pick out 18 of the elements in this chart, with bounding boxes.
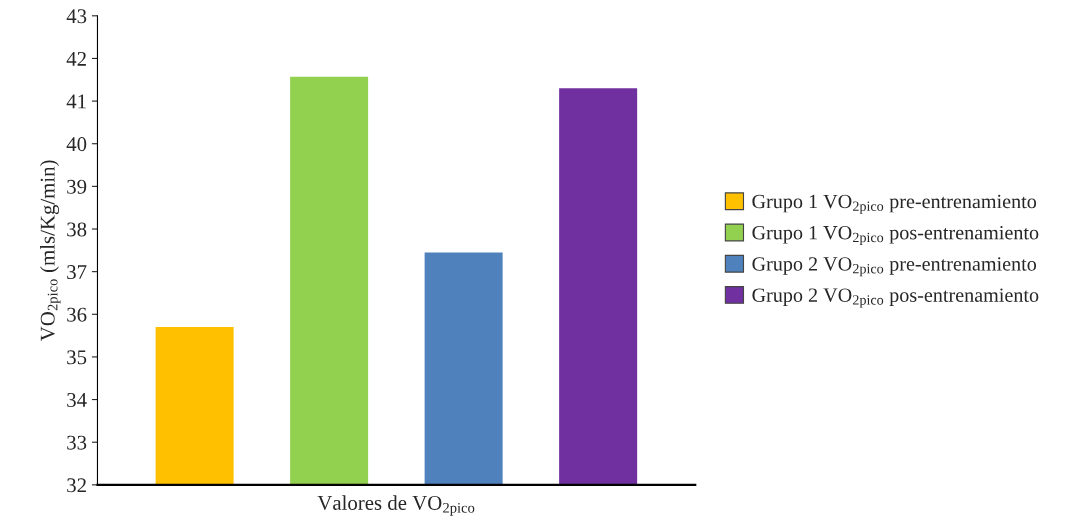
y-tick-label: 33 [67,435,87,450]
y-tick-label: 43 [66,9,87,24]
y-tick-label: 40 [66,137,87,152]
y-axis-title: VO$_{2pico}$ (mls/Kg/min) [40,160,61,342]
legend-label: Grupo 1 VO$_{2pico}$ pos-entrenamiento [752,225,1039,246]
y-tick-label: 34 [67,392,87,407]
y-tick-label: 39 [67,179,87,194]
y-tick-label: 35 [67,350,87,365]
y-tick-label: 41 [66,94,86,109]
legend-label: Grupo 2 VO$_{2pico}$ pre-entrenamiento [752,257,1037,277]
y-tick-label: 37 [67,265,87,280]
y-tick-label: 32 [67,478,86,493]
y-tick-label: 36 [67,307,87,322]
y-tick-label: 42 [66,51,86,66]
y-tick-label: 38 [67,222,87,237]
legend-label: Grupo 1 VO$_{2pico}$ pre-entrenamiento [752,194,1037,214]
x-axis-title: Valores de VO$_{2pico}$ [317,495,475,516]
legend-label: Grupo 2 VO$_{2pico}$ pos-entrenamiento [752,288,1039,308]
